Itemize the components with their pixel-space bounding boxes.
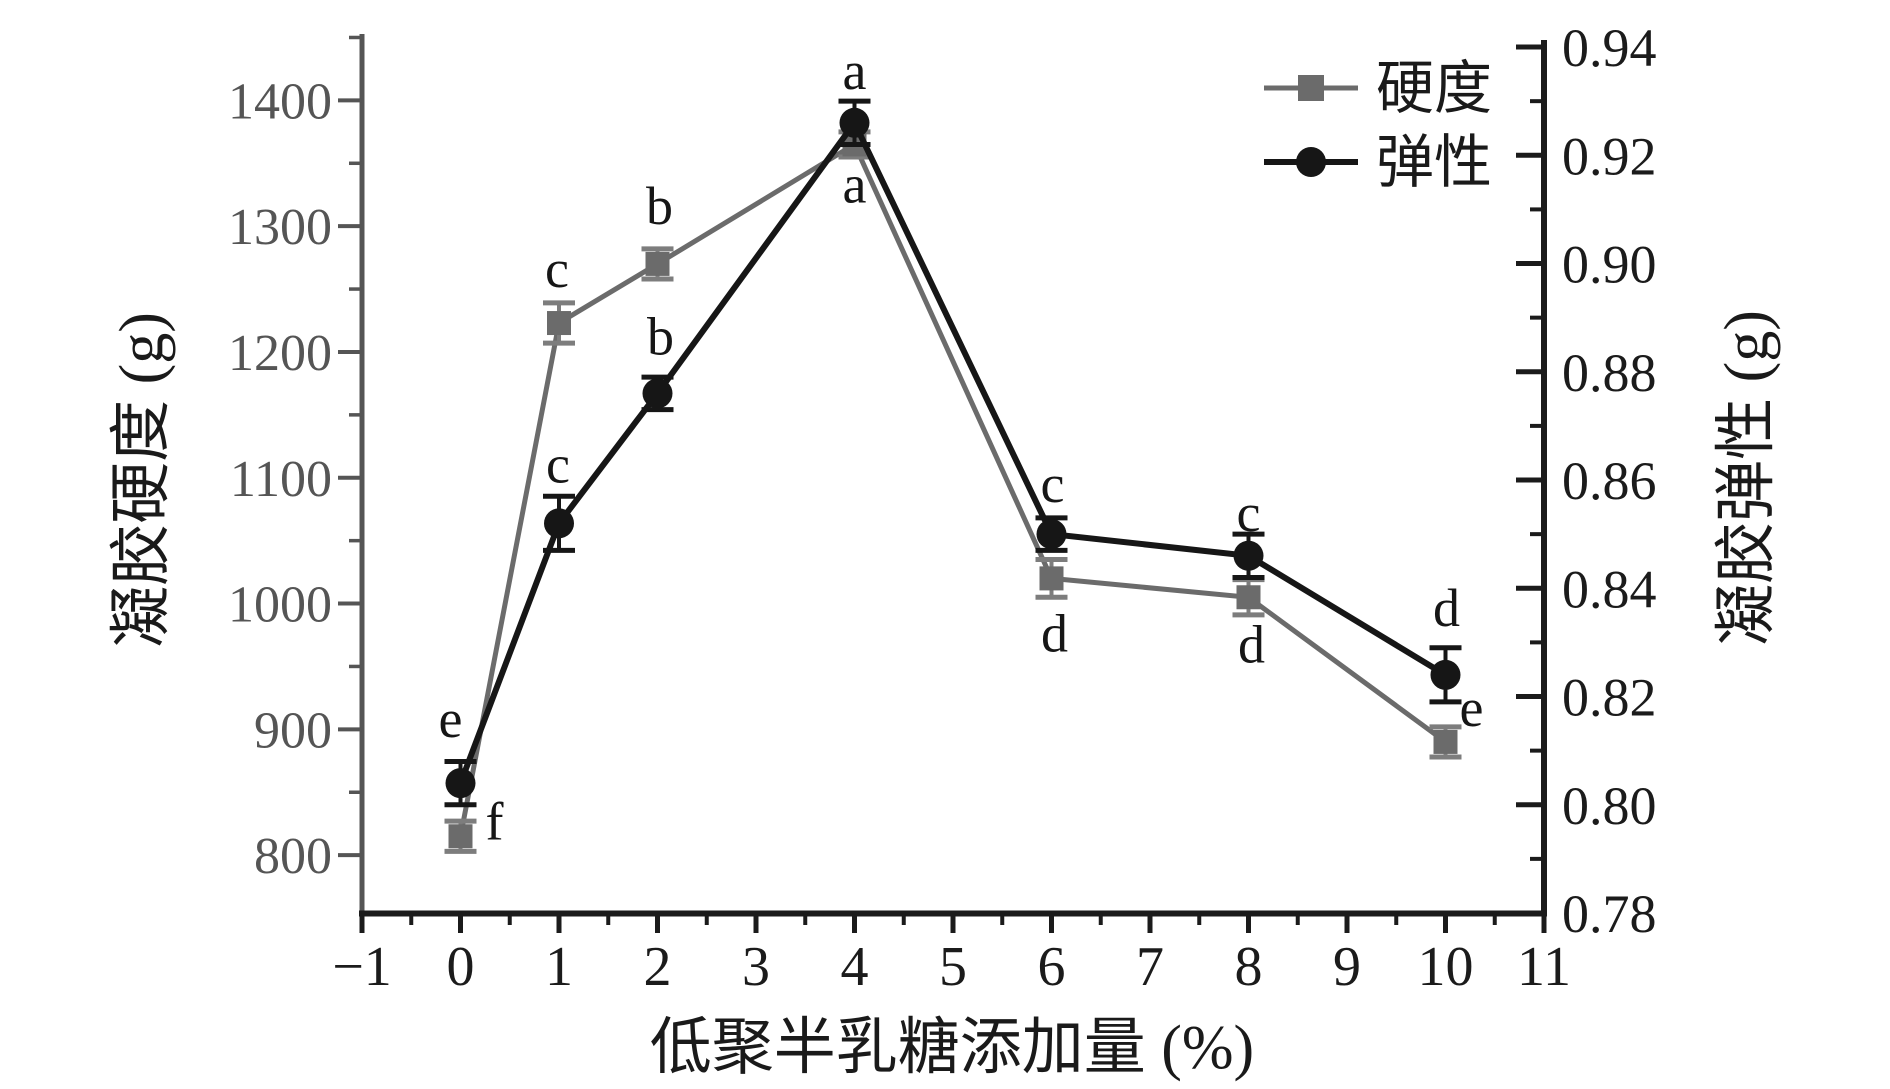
left-axis-title-group: 凝胶硬度 (g) <box>108 312 176 648</box>
hardness-series: fcb ad de <box>444 129 1484 854</box>
axes-layer: −1 0 1 2 3 4 5 6 7 8 9 10 11 800 900 1000 1100 1200 1300 14… <box>228 18 1657 998</box>
right-tick-label: 0.94 <box>1562 18 1657 78</box>
significance-letter: e <box>1460 678 1484 738</box>
x-tick-label: 0 <box>447 936 475 998</box>
significance-letter: c <box>1237 483 1261 543</box>
right-tick-label: 0.78 <box>1562 884 1657 944</box>
circle-marker <box>839 107 870 138</box>
left-tick-label: 1200 <box>228 325 332 382</box>
significance-letter: b <box>646 176 673 236</box>
elasticity-series: e c b a c c d <box>439 41 1462 808</box>
right-tick-label: 0.88 <box>1562 343 1657 403</box>
square-marker <box>547 311 571 336</box>
circle-marker <box>642 378 673 409</box>
left-tick-label: 900 <box>254 702 332 759</box>
circle-marker <box>445 768 476 799</box>
x-tick-label: 6 <box>1038 936 1066 998</box>
significance-letter: a <box>843 154 867 214</box>
x-tick-label: 5 <box>939 936 967 998</box>
legend-item-elasticity: 弹性 <box>1264 130 1492 195</box>
significance-letter: d <box>1238 614 1265 674</box>
significance-letter: c <box>545 239 569 299</box>
significance-letter: d <box>1433 578 1460 638</box>
significance-letter: c <box>546 434 570 494</box>
significance-letter: c <box>1041 454 1065 514</box>
left-tick-label: 1300 <box>228 199 332 256</box>
x-tick-label: 7 <box>1136 936 1164 998</box>
circle-marker <box>1036 519 1067 550</box>
legend-item-hardness: 硬度 <box>1264 56 1492 121</box>
right-tick-label: 0.84 <box>1562 559 1657 619</box>
x-axis-title: 低聚半乳糖添加量 (%) <box>650 1014 1254 1082</box>
x-tick-label: 1 <box>545 936 573 998</box>
x-tick-label: 9 <box>1333 936 1361 998</box>
right-tick-label: 0.80 <box>1562 776 1657 836</box>
left-spine <box>359 34 365 916</box>
significance-letter: a <box>843 41 867 101</box>
right-tick-label: 0.92 <box>1562 126 1657 186</box>
series-line <box>458 140 1447 837</box>
right-axis-title-group: 凝胶弹性 (g) <box>1713 310 1781 646</box>
square-marker <box>448 824 473 849</box>
left-axis-title: 凝胶硬度 (g) <box>108 312 176 648</box>
x-tick-label: 8 <box>1235 936 1263 998</box>
x-tick-label: 11 <box>1517 936 1571 998</box>
significance-letter: e <box>439 689 463 749</box>
legend-label-elasticity: 弹性 <box>1376 130 1492 195</box>
left-tick-label: 1000 <box>228 577 332 634</box>
left-tick-label: 1400 <box>228 73 332 130</box>
legend-square-marker <box>1298 75 1324 101</box>
square-marker <box>1433 729 1458 754</box>
significance-letter: f <box>486 791 504 851</box>
circle-marker <box>1430 659 1461 690</box>
square-marker <box>1236 585 1261 610</box>
legend-label-hardness: 硬度 <box>1376 56 1492 121</box>
right-tick-label: 0.86 <box>1562 451 1657 511</box>
square-marker <box>1039 566 1064 591</box>
right-tick-label: 0.82 <box>1562 668 1657 728</box>
x-tick-label: −1 <box>332 936 392 998</box>
x-tick-label: 4 <box>841 936 869 998</box>
left-tick-label: 1100 <box>230 451 332 508</box>
circle-marker <box>544 508 574 539</box>
significance-letter: b <box>647 306 674 366</box>
series-line <box>457 116 1448 785</box>
x-tick-label: 2 <box>644 936 672 998</box>
circle-marker <box>1233 540 1264 571</box>
square-marker <box>645 251 670 276</box>
right-axis-title: 凝胶弹性 (g) <box>1713 310 1781 646</box>
right-tick-label: 0.90 <box>1562 235 1657 295</box>
left-tick-label: 800 <box>254 828 332 885</box>
x-tick-label: 10 <box>1418 936 1474 998</box>
x-tick-label: 3 <box>742 936 770 998</box>
legend-circle-marker <box>1296 147 1326 177</box>
significance-letter: d <box>1041 603 1068 663</box>
legend: 硬度 弹性 <box>1264 56 1492 195</box>
